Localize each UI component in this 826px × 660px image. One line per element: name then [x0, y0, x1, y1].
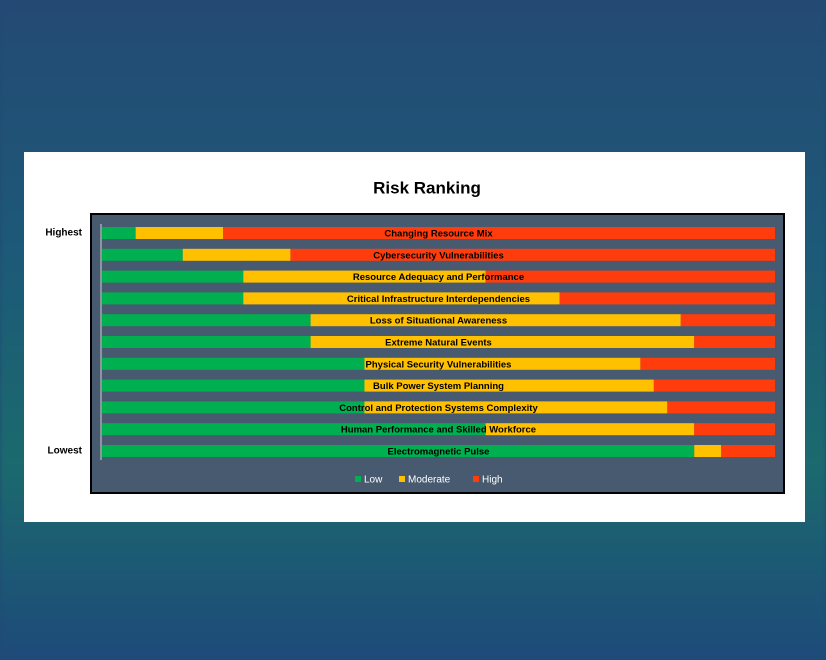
bar-segment: [694, 423, 775, 436]
bar-segment: [694, 445, 722, 457]
bar-segment: [102, 227, 136, 239]
category-label: Changing Resource Mix: [384, 229, 493, 240]
rank-label: Highest: [45, 228, 82, 239]
bar-segment: [721, 445, 775, 457]
bar-segment: [243, 270, 486, 283]
bar-segment: [640, 357, 775, 370]
bar-segment: [102, 401, 365, 414]
bar-segment: [310, 336, 695, 348]
bar-segment: [182, 248, 291, 261]
bar-segment: [243, 292, 560, 305]
bar-segment: [680, 314, 775, 327]
category-label: Critical Infrastructure Interdependencie…: [347, 294, 530, 305]
chart-title: Risk Ranking: [373, 178, 481, 197]
bar-segment: [102, 248, 183, 261]
bar-segment: [310, 314, 681, 327]
bar-segment: [102, 379, 365, 392]
chart: Risk Ranking Changing Resource Mix Cybers…: [45, 178, 785, 494]
bar-segment: [102, 314, 311, 327]
bar-segment: [290, 248, 775, 261]
bar-segment: [102, 445, 695, 457]
bar-segment: [694, 336, 775, 348]
category-label: Extreme Natural Events: [385, 338, 492, 349]
category-label: Bulk Power System Planning: [373, 381, 504, 392]
bar-segment: [667, 401, 775, 414]
legend-label: High: [482, 475, 503, 486]
category-label: Control and Protection Systems Complexit…: [339, 403, 538, 414]
legend-swatch: [399, 476, 405, 482]
legend-swatch: [473, 476, 479, 482]
category-label: Resource Adequacy and Performance: [353, 272, 524, 283]
bar-segment: [102, 423, 486, 436]
legend-label: Low: [364, 475, 383, 486]
category-label: Electromagnetic Pulse: [388, 447, 490, 458]
bar-segment: [223, 227, 775, 239]
bar-segment: [364, 357, 641, 370]
legend-label: Moderate: [408, 475, 451, 486]
bar-segment: [102, 357, 365, 370]
category-label: Physical Security Vulnerabilities: [366, 359, 512, 370]
bar-segment: [135, 227, 224, 239]
category-label: Human Performance and Skilled Workforce: [341, 425, 536, 436]
bar-segment: [653, 379, 775, 392]
modal: Risk Ranking Changing Resource Mix Cybers…: [24, 152, 805, 522]
category-label: Cybersecurity Vulnerabilities: [373, 250, 504, 261]
bar-segment: [102, 270, 244, 283]
bar-segment: [485, 423, 695, 436]
category-label: Loss of Situational Awareness: [370, 316, 507, 327]
bar-segment: [485, 270, 775, 283]
bar-segment: [364, 401, 668, 414]
bar-segment: [102, 292, 244, 305]
bar-segment: [364, 379, 654, 392]
bar-segment: [559, 292, 775, 305]
legend-swatch: [355, 476, 361, 482]
bar-segment: [102, 336, 311, 348]
rank-label: Lowest: [48, 446, 83, 457]
